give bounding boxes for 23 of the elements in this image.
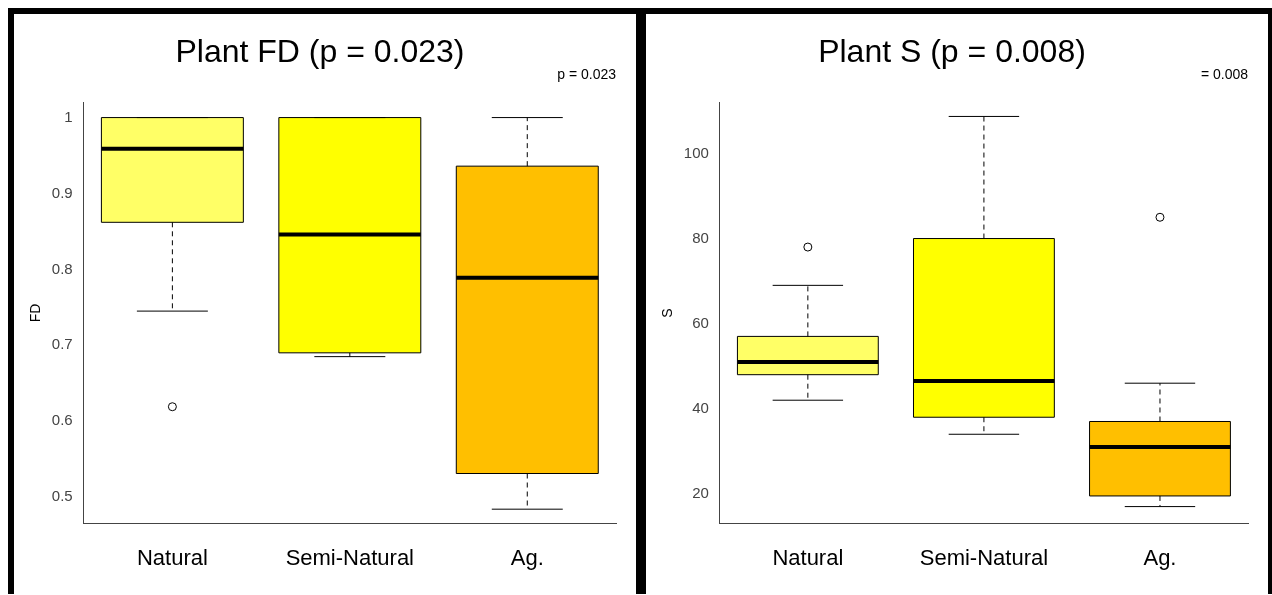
y-tick-label: 80 <box>692 228 709 246</box>
y-tick-label: 0.6 <box>51 411 73 429</box>
y-tick-label: 0.7 <box>51 335 73 353</box>
text: = 0.008 <box>1200 66 1249 83</box>
y-axis-title: S <box>659 308 676 318</box>
chart-title: Plant FD (p = 0.023) <box>175 33 465 70</box>
text: p = 0.023 <box>557 66 617 83</box>
x-tick-label: Semi-Natural <box>285 544 415 570</box>
x-tick-label: Ag. <box>510 544 544 570</box>
y-tick-label: 0.8 <box>51 259 73 277</box>
y-tick-label: 1 <box>64 107 73 125</box>
y-tick-label: 20 <box>692 483 709 501</box>
y-tick-label: 40 <box>692 398 709 416</box>
y-axis-title: FD <box>27 303 44 323</box>
y-tick-label: 100 <box>683 143 709 161</box>
x-tick-label: Ag. <box>1143 544 1177 570</box>
y-tick-label: 60 <box>692 313 709 331</box>
y-tick-label: 0.9 <box>51 183 73 201</box>
y-tick-label: 0.5 <box>51 487 73 505</box>
x-tick-label: Semi-Natural <box>919 544 1049 570</box>
chart-title: Plant S (p = 0.008) <box>818 33 1086 70</box>
x-tick-label: Natural <box>772 544 844 570</box>
x-tick-label: Natural <box>136 544 208 570</box>
